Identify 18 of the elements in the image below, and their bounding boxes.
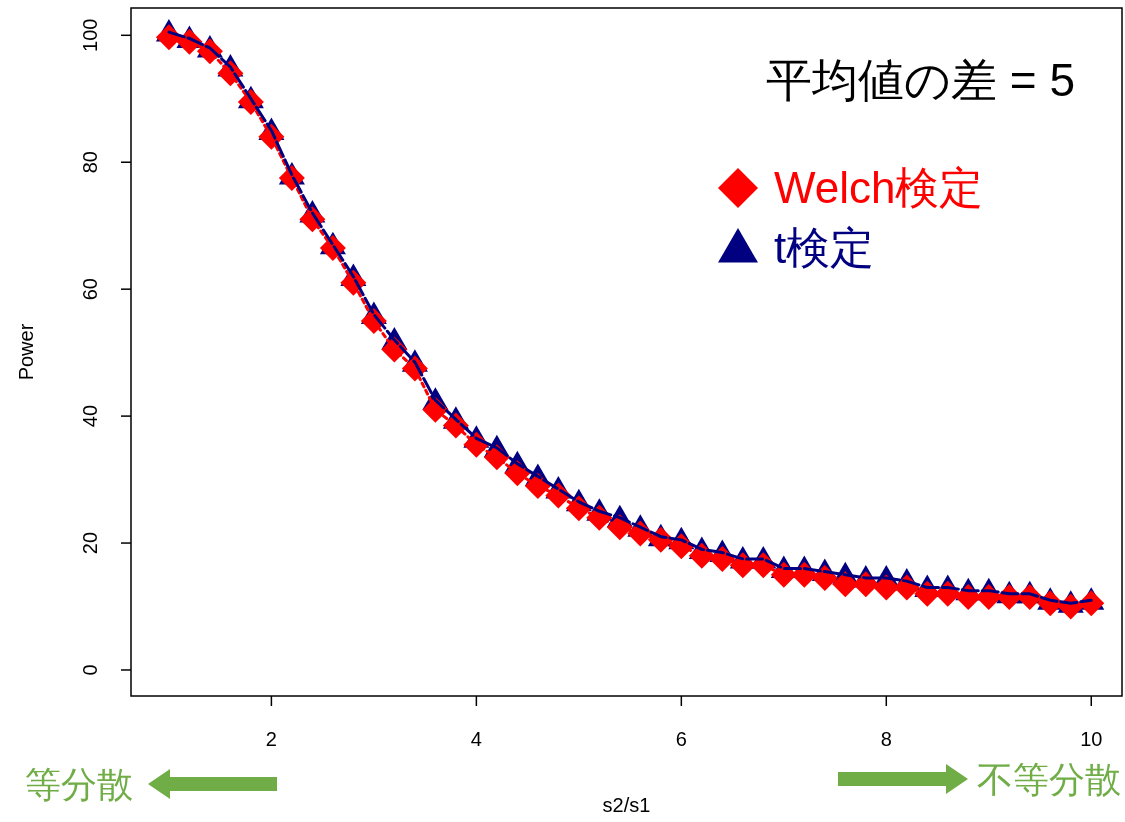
- x-tick-label: 6: [675, 728, 687, 750]
- y-tick-label: 60: [79, 278, 101, 301]
- x-tick-label: 2: [265, 728, 277, 750]
- text: 平均値の差 = 5: [765, 54, 1075, 106]
- text: 等分散: [25, 764, 133, 805]
- x-tick-label: 4: [470, 728, 482, 750]
- y-tick-label: 100: [79, 18, 101, 52]
- text: 不等分散: [977, 759, 1121, 800]
- y-tick-label: 80: [79, 151, 101, 174]
- x-tick-label: 8: [880, 728, 892, 750]
- y-tick-label: 20: [79, 531, 101, 555]
- legend-label: t検定: [774, 223, 875, 272]
- y-tick-label: 0: [79, 664, 101, 676]
- x-axis-title: s2/s1: [602, 794, 651, 816]
- legend-label: Welch検定: [774, 163, 984, 212]
- y-tick-label: 40: [79, 404, 101, 428]
- y-axis-title: Power: [15, 323, 37, 381]
- x-tick-label: 10: [1080, 728, 1103, 750]
